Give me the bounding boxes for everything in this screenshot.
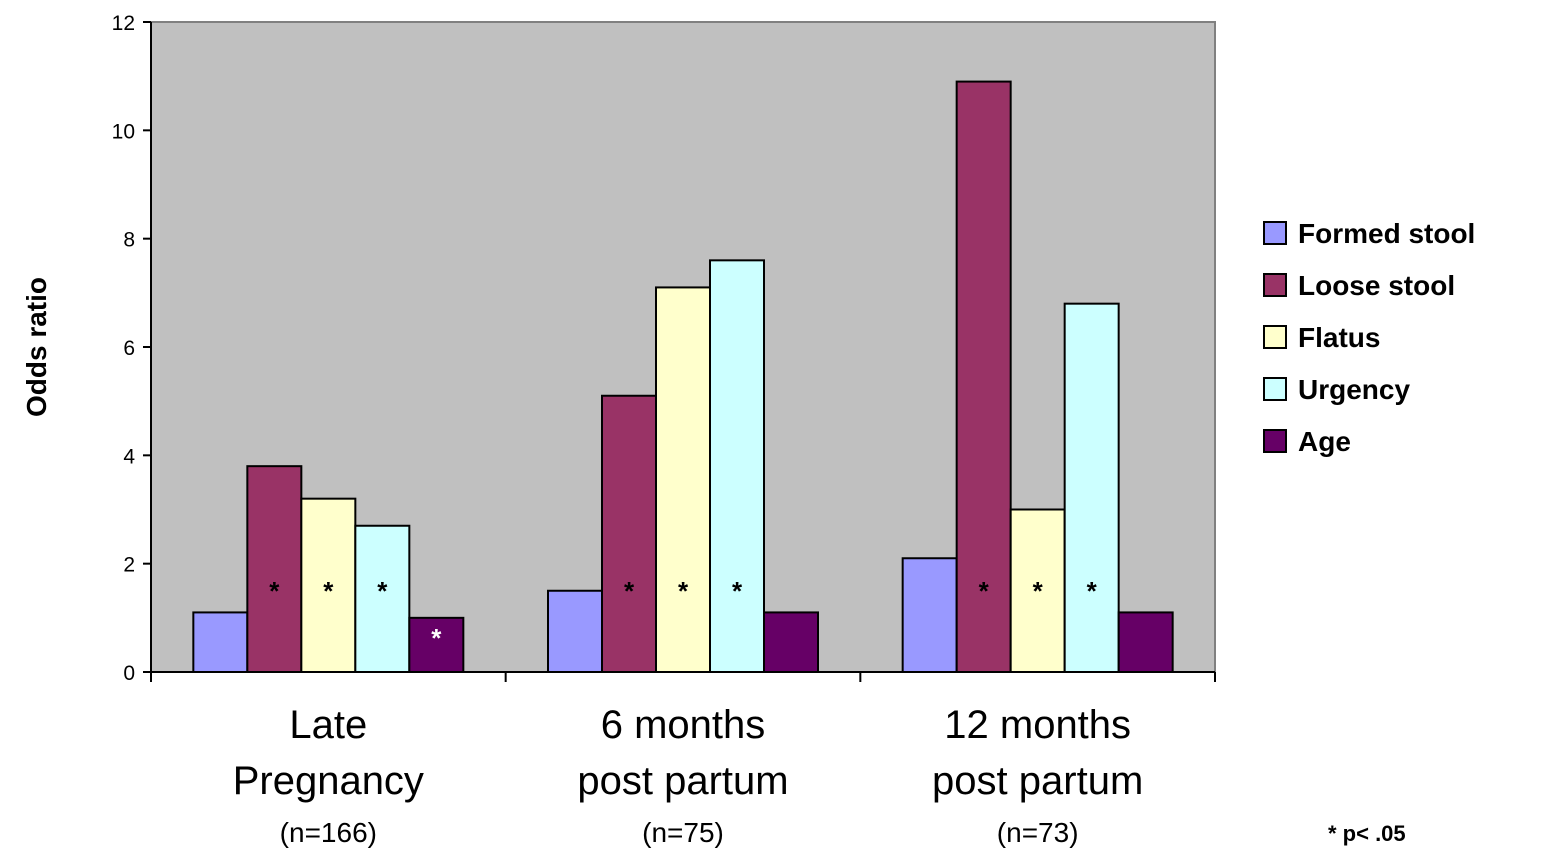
category-label: Pregnancy bbox=[233, 759, 424, 803]
bar-formed-stool bbox=[547, 589, 603, 673]
category-sample-size: (n=75) bbox=[642, 817, 724, 848]
category-sample-size: (n=166) bbox=[280, 817, 377, 848]
significance-footnote: * p< .05 bbox=[1328, 821, 1406, 846]
category-sample-size: (n=73) bbox=[997, 817, 1079, 848]
bar-formed-stool bbox=[901, 557, 958, 673]
bar-age bbox=[1117, 611, 1174, 674]
significance-star: * bbox=[732, 576, 743, 606]
bar-flatus bbox=[1009, 508, 1066, 673]
legend-label: Urgency bbox=[1298, 374, 1410, 405]
category-label: post partum bbox=[577, 759, 788, 803]
bar-loose-stool bbox=[955, 80, 1012, 674]
legend-label: Loose stool bbox=[1298, 270, 1455, 301]
significance-star: * bbox=[1033, 576, 1044, 606]
y-tick-label: 12 bbox=[112, 12, 135, 35]
bar-flatus bbox=[655, 286, 711, 673]
bar-urgency bbox=[709, 259, 765, 673]
y-axis: 0 2 4 6 8 10 12 bbox=[112, 12, 152, 685]
category-label: post partum bbox=[932, 759, 1143, 803]
bar-age bbox=[408, 616, 465, 673]
bar-loose-stool bbox=[601, 394, 657, 673]
bars bbox=[192, 80, 1174, 674]
significance-star: * bbox=[1087, 576, 1098, 606]
x-axis bbox=[150, 671, 1216, 682]
legend-swatch bbox=[1263, 429, 1287, 453]
y-tick-label: 2 bbox=[123, 554, 135, 577]
significance-star: * bbox=[678, 576, 689, 606]
significance-star: * bbox=[269, 576, 280, 606]
significance-star: * bbox=[979, 576, 990, 606]
legend-swatch bbox=[1263, 273, 1287, 297]
category-labels: Late Pregnancy (n=166) 6 months post partum (… bbox=[233, 703, 1144, 848]
legend: Formed stool Loose stool Flatus Urgency Age bbox=[1263, 218, 1475, 457]
category-label: 6 months bbox=[601, 703, 766, 747]
significance-star: * bbox=[377, 576, 388, 606]
significance-star: * bbox=[323, 576, 334, 606]
bar-formed-stool bbox=[192, 611, 249, 674]
y-tick-label: 0 bbox=[123, 662, 135, 685]
significance-star: * bbox=[624, 576, 635, 606]
legend-label: Age bbox=[1298, 426, 1351, 457]
significance-markers: * * * * * * * * * * bbox=[269, 576, 1097, 653]
category-label: 12 months bbox=[944, 703, 1131, 747]
y-tick-label: 4 bbox=[123, 445, 135, 468]
y-axis-label: Odds ratio bbox=[21, 277, 52, 417]
legend-swatch bbox=[1263, 221, 1287, 245]
bar-urgency bbox=[354, 524, 411, 673]
legend-label: Formed stool bbox=[1298, 218, 1475, 249]
significance-star: * bbox=[431, 623, 442, 653]
legend-label: Flatus bbox=[1298, 322, 1380, 353]
bar-age bbox=[763, 611, 819, 674]
bar-urgency bbox=[1063, 302, 1120, 673]
category-label: Late bbox=[289, 703, 367, 747]
bar-loose-stool bbox=[246, 465, 303, 673]
y-tick-label: 10 bbox=[112, 120, 135, 143]
y-tick-label: 8 bbox=[123, 229, 135, 252]
y-tick-label: 6 bbox=[123, 337, 135, 360]
legend-swatch bbox=[1263, 325, 1287, 349]
bar-flatus bbox=[300, 497, 357, 673]
legend-swatch bbox=[1263, 377, 1287, 401]
